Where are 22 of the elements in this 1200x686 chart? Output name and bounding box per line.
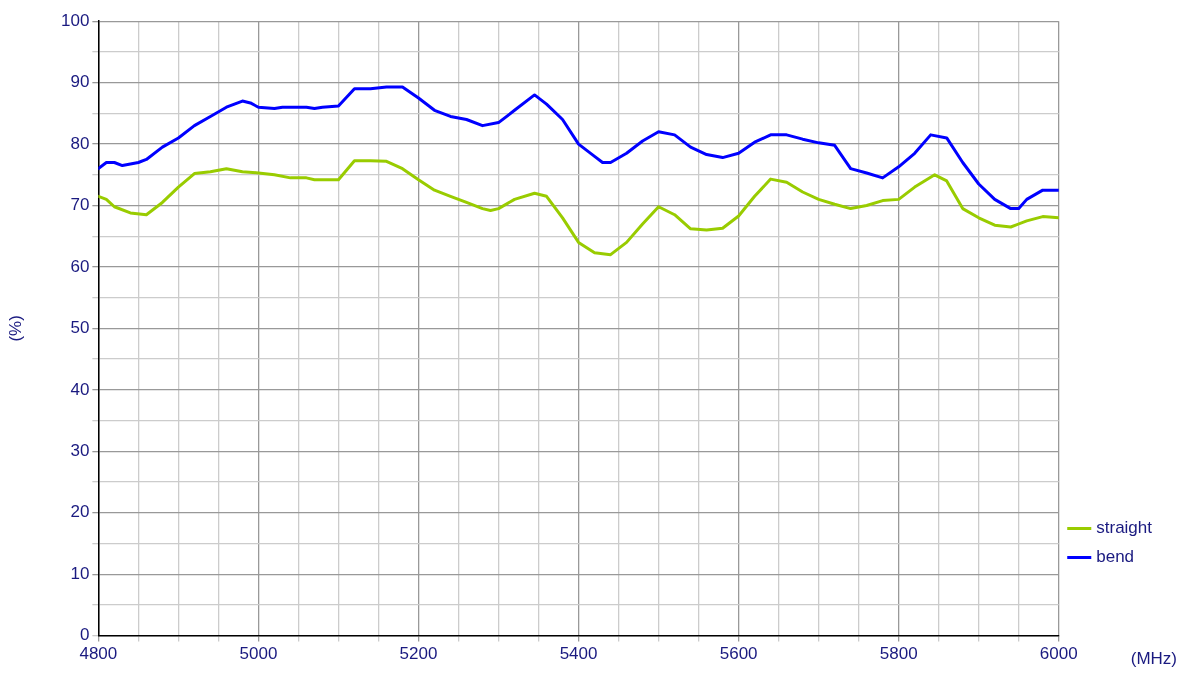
y-tick-label: 10	[70, 563, 90, 583]
y-tick-label: 50	[70, 318, 90, 338]
x-axis-title: (MHz)	[1130, 649, 1178, 669]
y-tick-label: 0	[79, 625, 90, 645]
x-tick-label: 5400	[559, 644, 598, 664]
legend-label: bend	[1096, 547, 1135, 567]
x-tick-label: 5600	[719, 644, 758, 664]
y-axis-title: (%)	[6, 315, 26, 342]
y-tick-label: 20	[70, 502, 90, 522]
y-tick-label: 80	[70, 133, 90, 153]
x-tick-label: 5200	[399, 644, 438, 664]
y-tick-label: 60	[70, 256, 90, 276]
x-tick-label: 5000	[239, 644, 278, 664]
y-tick-label: 70	[70, 195, 90, 215]
x-tick-label: 5800	[879, 644, 918, 664]
x-tick-label: 6000	[1039, 644, 1078, 664]
x-tick-label: 4800	[79, 644, 118, 664]
y-tick-label: 100	[60, 10, 90, 30]
y-tick-label: 90	[70, 72, 90, 92]
y-tick-label: 40	[70, 379, 90, 399]
y-tick-label: 30	[70, 440, 90, 460]
legend-label: straight	[1096, 518, 1153, 538]
